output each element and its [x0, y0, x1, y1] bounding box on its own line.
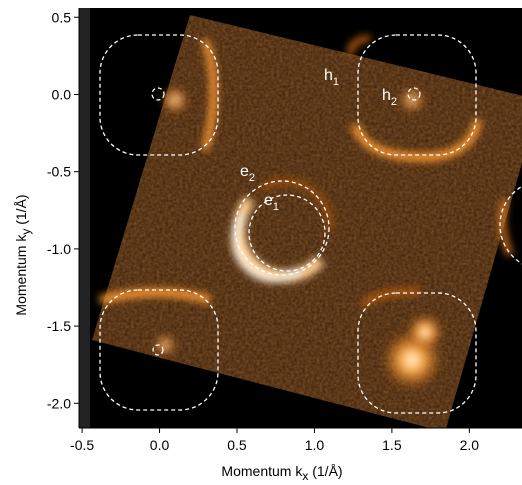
edge-strip — [79, 8, 90, 428]
y-tick-label: -2.0 — [47, 395, 71, 411]
dashed-contours — [99, 34, 522, 414]
y-tick-label: 0.5 — [52, 9, 72, 25]
annotation: h1 — [324, 67, 339, 88]
annotation: h2 — [382, 87, 397, 108]
y-axis-label: Momentum ky (1/Å) — [13, 194, 33, 315]
x-tick-label: -0.5 — [70, 437, 94, 453]
intensity-map: h1 h2 e2 e1 — [79, 8, 522, 428]
x-tick-label: 0.0 — [150, 437, 170, 453]
x-tick-label: 0.5 — [227, 437, 247, 453]
y-tick-label: -0.5 — [47, 164, 71, 180]
x-axis-label: Momentum kx (1/Å) — [221, 463, 342, 483]
annotation: e2 — [240, 163, 255, 184]
y-tick-label: -1.0 — [47, 241, 71, 257]
annotation: e1 — [264, 192, 279, 213]
y-tick-label: -1.5 — [47, 318, 71, 334]
x-tick-label: 2.0 — [460, 437, 480, 453]
x-tick-label: 1.5 — [382, 437, 402, 453]
x-tick-label: 1.0 — [305, 437, 325, 453]
y-tick-label: 0.0 — [52, 86, 72, 102]
